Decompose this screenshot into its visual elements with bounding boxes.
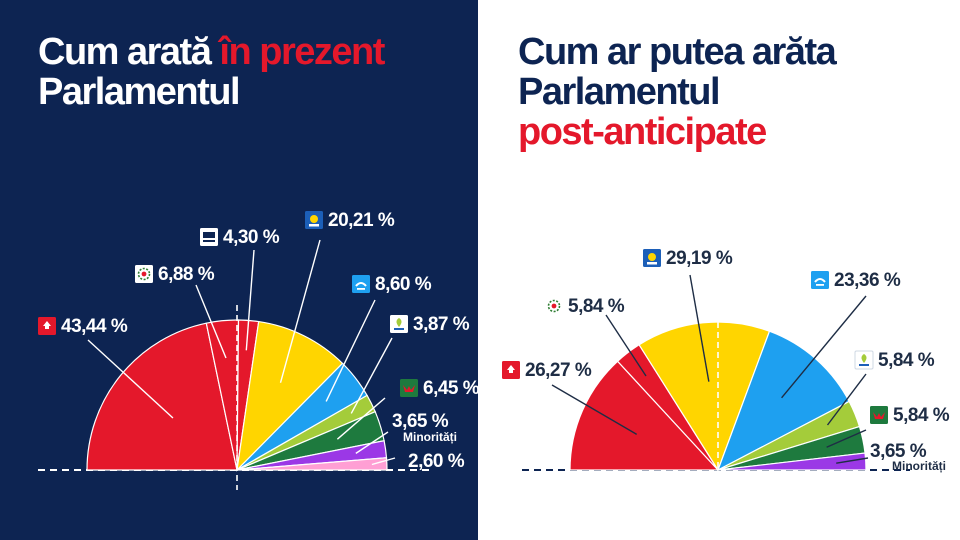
slice-psd [569, 360, 720, 471]
psd-logo-icon [502, 361, 520, 379]
label-pnl: 29,19 % [666, 248, 733, 269]
right-title-line2: Parlamentul [518, 71, 721, 113]
leader-line-udmr [605, 314, 647, 377]
pnl-logo-icon [643, 249, 661, 267]
left-title-highlight: în prezent [219, 31, 385, 73]
leader-line-pro-romania [826, 429, 867, 448]
slice-pnl [236, 320, 344, 472]
label-udmr: 6,88 % [158, 264, 215, 285]
label-usr: 23,36 % [834, 270, 901, 291]
label-alde: 4,30 % [223, 227, 280, 248]
leader-line-usr [781, 295, 867, 399]
label-usr: 8,60 % [375, 274, 432, 295]
left-title-part1: Cum arată [38, 31, 220, 73]
pnl-logo-icon [305, 211, 323, 229]
label-pnl: 20,21 % [328, 210, 395, 231]
sublabel-minoritati: Minorități [892, 459, 946, 473]
leader-line-pnl [689, 274, 710, 382]
slice-pnl [638, 321, 771, 472]
label-psd: 26,27 % [525, 360, 592, 381]
right-panel: Cum ar putea arăta Parlamentul post-anti… [478, 0, 960, 540]
right-title-line1: Cum ar putea arăta [518, 31, 837, 73]
psd-logo-icon [38, 317, 56, 335]
label-psd: 43,44 % [61, 316, 128, 337]
pro-romania-logo-icon [870, 406, 888, 424]
leader-line-pmp [350, 337, 393, 414]
slice-neafiliati [236, 457, 388, 471]
usr-logo-icon [352, 275, 370, 293]
label-pmp: 3,87 % [413, 314, 470, 335]
leader-line-pmp [826, 373, 867, 426]
leader-line-alde [245, 249, 255, 351]
leader-line-psd [551, 384, 638, 435]
label-minoritati: 3,65 % [392, 411, 449, 432]
leader-line-pro-romania [336, 397, 386, 440]
right-chart: 26,27 % 5,84 % 29,19 % 23,36 % 5,84 % 5,84 % 3… [502, 248, 950, 490]
label-neafiliati: 2,60 % [408, 451, 465, 472]
leader-line-minoritati [355, 431, 389, 454]
leader-line-usr [325, 299, 376, 402]
label-pmp: 5,84 % [878, 350, 935, 371]
alde-logo-icon [200, 228, 218, 246]
left-title: Cum arată în prezent Parlamentul [38, 31, 385, 113]
leader-line-pnl [279, 239, 321, 383]
label-minoritati: 3,65 % [870, 441, 927, 462]
slice-usr [716, 330, 850, 472]
usr-logo-icon [811, 271, 829, 289]
udmr-logo-icon [135, 265, 153, 283]
pmp-logo-icon [390, 315, 408, 333]
leader-line-minoritati [836, 457, 869, 464]
leader-line-udmr [195, 284, 227, 359]
sublabel-minoritati: Minorități [403, 430, 457, 444]
pmp-logo-icon [854, 350, 874, 370]
left-title-part2: Parlamentul [38, 71, 241, 113]
left-chart: 43,44 % 6,88 % 4,30 % 20,21 % 8,60 % 3,87 % 6,… [38, 210, 478, 490]
label-udmr: 5,84 % [568, 296, 625, 317]
label-pro-romania: 6,45 % [423, 378, 478, 399]
leader-line-neafiliati [371, 457, 396, 466]
right-title-highlight: post-anticipate [518, 111, 767, 153]
pro-romania-logo-icon [400, 379, 418, 397]
udmr-logo-icon [545, 297, 563, 315]
leader-line-psd [87, 339, 174, 419]
right-title: Cum ar putea arăta Parlamentul post-anti… [518, 31, 837, 153]
left-panel: Cum arată în prezent Parlamentul 43,44 %… [0, 0, 478, 540]
label-pro-romania: 5,84 % [893, 405, 950, 426]
slice-psd [86, 322, 238, 471]
slice-minoritati [717, 452, 867, 471]
